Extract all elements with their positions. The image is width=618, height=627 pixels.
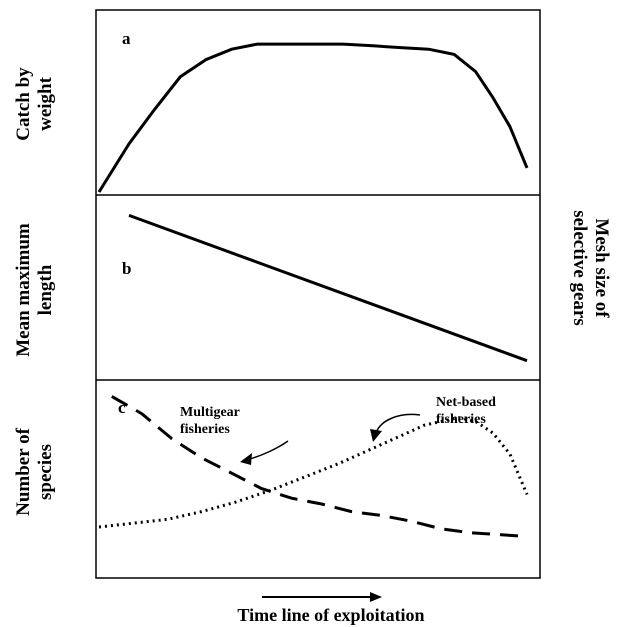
time-arrow (262, 592, 382, 602)
annotation-net-based: Net-based fisheries (436, 395, 496, 427)
y-axis-label-catch: Catch byweight (13, 67, 56, 141)
ylab-c-line: Number of (13, 427, 34, 515)
ylab-b-line: length (35, 264, 56, 315)
ann-multi-line: Multigear (180, 405, 240, 420)
series-line-catch (97, 42, 529, 193)
pointer-arrow-net-based (370, 413, 421, 442)
series-line-multigear (111, 395, 528, 539)
ylab-a-line: weight (35, 76, 56, 131)
ann-net-line: Net-based (436, 395, 496, 410)
panel-letter-a: a (122, 29, 131, 48)
ylab-b2-line: Mesh size of (591, 218, 612, 318)
right-axis-label-mesh-size: Mesh size ofselective gears (569, 210, 612, 326)
series-line-mean-length (128, 213, 528, 363)
pointer-arrow-multigear (240, 440, 289, 465)
plot-frame (95, 9, 541, 579)
panel-letter-c: c (118, 398, 126, 417)
annotation-multigear: Multigear fisheries (180, 405, 240, 437)
ylab-a-line: Catch by (13, 67, 34, 141)
y-axis-label-mean-length: Mean maximumlength (13, 223, 56, 357)
ylab-b2-line: selective gears (569, 210, 590, 326)
ylab-c-line: species (35, 444, 56, 500)
y-axis-label-species: Number ofspecies (13, 427, 56, 515)
series-line-net-based (98, 416, 529, 529)
panel-letter-b: b (122, 259, 131, 278)
x-axis-label: Time line of exploitation (237, 605, 424, 625)
ann-multi-line: fisheries (180, 422, 230, 437)
ylab-b-line: Mean maximum (13, 223, 34, 357)
ann-net-line: fisheries (436, 412, 486, 427)
